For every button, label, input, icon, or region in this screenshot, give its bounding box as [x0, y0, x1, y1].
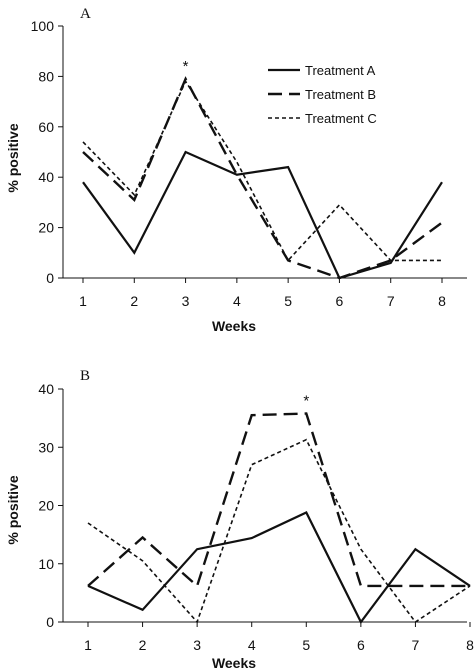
panel-label: B	[80, 368, 90, 384]
x-tick-label: 2	[130, 293, 138, 309]
x-tick-label: 1	[84, 637, 92, 653]
series-line-2	[82, 76, 443, 280]
series-line-3	[82, 79, 442, 262]
x-axis-title: Weeks	[212, 318, 256, 334]
x-tick-label: 7	[387, 293, 395, 309]
x-tick-label: 4	[233, 293, 241, 309]
x-tick-label: 6	[336, 293, 344, 309]
series-line-2	[87, 438, 471, 624]
legend-label: Treatment A	[305, 63, 376, 78]
significance-marker: *	[303, 392, 309, 409]
y-tick-label: 20	[38, 220, 54, 236]
x-tick-label: 3	[182, 293, 190, 309]
legend-label: Treatment C	[305, 111, 377, 126]
y-tick-label: 80	[38, 68, 54, 84]
y-axis-title: % positive	[5, 123, 21, 192]
x-tick-label: 5	[284, 293, 292, 309]
series-line-1	[82, 150, 443, 280]
panel-label: A	[80, 6, 91, 22]
y-tick-label: 40	[38, 169, 54, 185]
series-line-3	[87, 412, 470, 589]
x-axis-title: Weeks	[212, 655, 256, 671]
y-tick-label: 30	[38, 439, 54, 455]
y-tick-label: 0	[46, 270, 54, 286]
x-tick-label: 1	[79, 293, 87, 309]
legend-label: Treatment B	[305, 87, 376, 102]
y-tick-label: 40	[38, 381, 54, 397]
series-line-1	[87, 511, 471, 625]
x-tick-label: 8	[466, 637, 474, 653]
y-tick-label: 10	[38, 556, 54, 572]
x-tick-label: 3	[193, 637, 201, 653]
x-tick-label: 5	[302, 637, 310, 653]
y-tick-label: 20	[38, 498, 54, 514]
x-tick-label: 7	[412, 637, 420, 653]
x-tick-label: 6	[357, 637, 365, 653]
y-tick-label: 100	[31, 18, 55, 34]
x-tick-label: 4	[248, 637, 256, 653]
y-axis-title: % positive	[5, 475, 21, 544]
x-tick-label: 8	[438, 293, 446, 309]
x-tick-label: 2	[139, 637, 147, 653]
y-tick-label: 0	[46, 614, 54, 630]
significance-marker: *	[183, 58, 189, 75]
y-tick-label: 60	[38, 119, 54, 135]
